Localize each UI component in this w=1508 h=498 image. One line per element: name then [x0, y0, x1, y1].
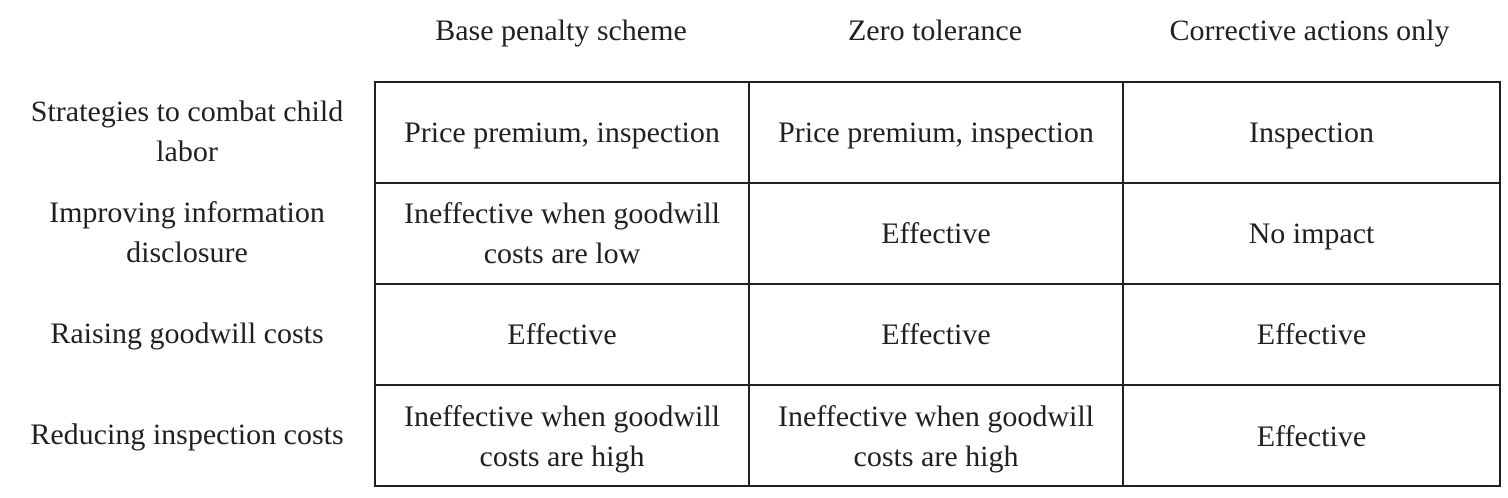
table-cell: Ineffective when goodwill costs are low [376, 184, 750, 285]
column-header-zero-tolerance: Zero tolerance [847, 14, 1023, 47]
row-header-goodwill-costs: Raising goodwill costs [50, 317, 324, 350]
table-cell: Effective [1124, 285, 1499, 386]
table-cell: Price premium, inspection [750, 83, 1124, 184]
comparison-table: Price premium, inspection Price premium,… [374, 81, 1501, 487]
row-header-information-disclosure: Improving information disclosure [49, 196, 325, 269]
row-header-inspection-costs: Reducing inspection costs [30, 418, 344, 451]
column-header-base-penalty: Base penalty scheme [435, 14, 687, 47]
table-cell: No impact [1124, 184, 1499, 285]
table-cell: Ineffective when goodwill costs are high [376, 386, 750, 487]
table-cell: Inspection [1124, 83, 1499, 184]
column-header-corrective-actions: Corrective actions only [1169, 14, 1450, 47]
table-cell: Ineffective when goodwill costs are high [750, 386, 1124, 487]
table-cell: Effective [750, 285, 1124, 386]
table-cell: Effective [376, 285, 750, 386]
table-cell: Effective [750, 184, 1124, 285]
table-cell: Price premium, inspection [376, 83, 750, 184]
table-cell: Effective [1256, 419, 1367, 453]
row-header-strategies: Strategies to combat child labor [30, 95, 344, 168]
